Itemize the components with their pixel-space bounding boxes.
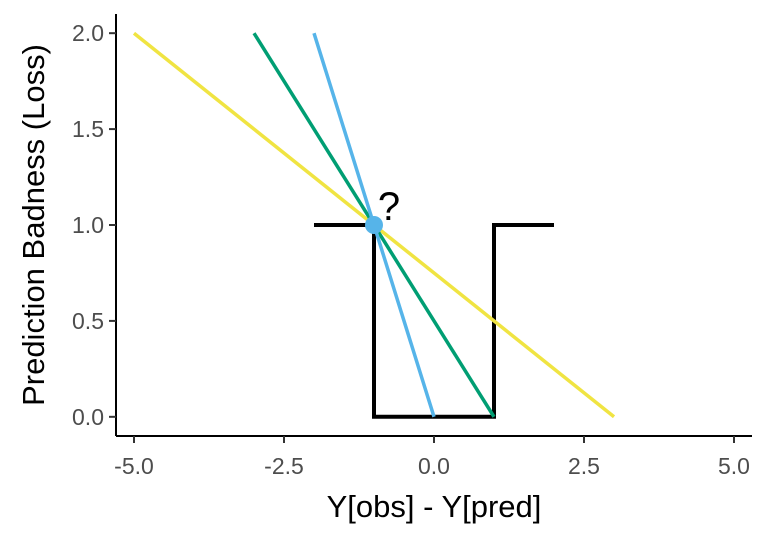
y-tick-label: 0.0: [72, 404, 104, 430]
x-tick-label: -5.0: [114, 453, 154, 479]
x-tick-label: 5.0: [718, 453, 750, 479]
series-layer: ?: [132, 31, 616, 419]
annotation-question-mark: ?: [378, 185, 400, 229]
axes-layer: [115, 14, 752, 437]
y-tick-label: 1.0: [72, 212, 104, 238]
y-tick-label: 2.0: [72, 20, 104, 46]
x-tick-label: -2.5: [264, 453, 304, 479]
y-tick-label: 1.5: [72, 116, 104, 142]
y-tick-label: 0.5: [72, 308, 104, 334]
ticks-layer: -5.0 -2.5 0.0 2.5 5.0 0.0 0.5 1.0 1.5 2.0: [72, 20, 750, 479]
x-axis-title: Y[obs] - Y[pred]: [327, 489, 542, 524]
x-tick-label: 0.0: [418, 453, 450, 479]
x-tick-label: 2.5: [568, 453, 600, 479]
highlight-point: [365, 216, 383, 234]
y-axis-title: Prediction Badness (Loss): [16, 44, 51, 406]
